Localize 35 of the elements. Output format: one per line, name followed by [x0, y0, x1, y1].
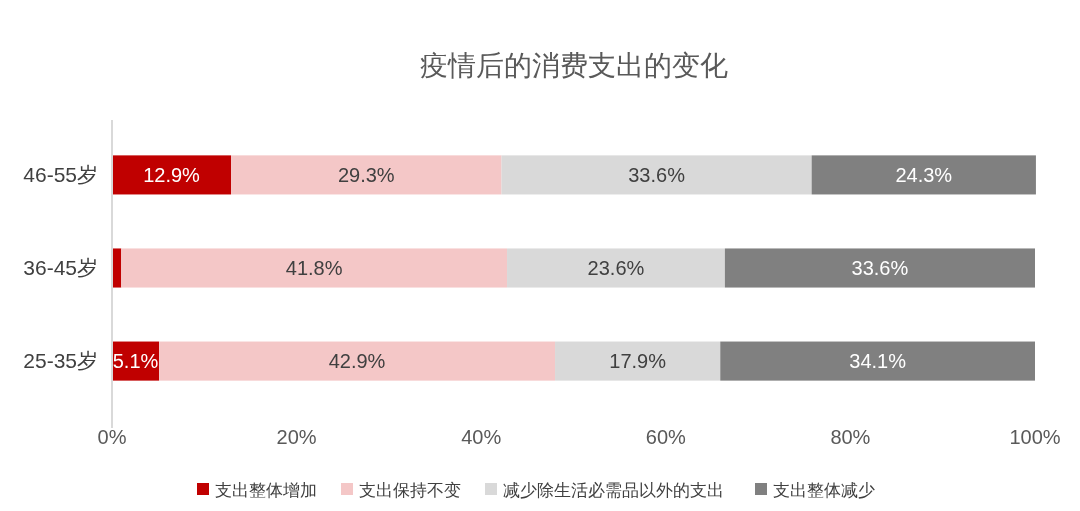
- data-label: 42.9%: [328, 350, 386, 373]
- x-tick-label: 60%: [645, 426, 687, 448]
- legend-label: 减少除生活必需品以外的支出: [503, 480, 724, 500]
- y-tick-label: 36-45岁: [23, 256, 98, 280]
- bar: [112, 155, 232, 195]
- x-tick-label: 100%: [1009, 426, 1061, 448]
- legend-label: 支出保持不变: [359, 480, 461, 500]
- chart-title: 疫情后的消费支出的变化: [419, 50, 728, 81]
- bar: [121, 248, 508, 288]
- bar: [507, 248, 725, 288]
- x-tick-label: 40%: [461, 426, 502, 448]
- bar: [720, 341, 1035, 381]
- data-label: 17.9%: [609, 350, 667, 373]
- y-tick-label: 25-35岁: [23, 349, 98, 373]
- bar: [555, 341, 721, 381]
- data-label: 29.3%: [337, 163, 395, 186]
- x-tick-label: 80%: [830, 426, 871, 448]
- data-label: 34.1%: [849, 350, 907, 373]
- bar: [159, 341, 556, 381]
- data-label: 23.6%: [587, 257, 645, 279]
- x-tick-label: 20%: [276, 426, 317, 448]
- x-tick-label: 0%: [97, 426, 127, 448]
- bar: [231, 155, 502, 195]
- data-label: 33.6%: [628, 163, 686, 186]
- data-label: 33.6%: [851, 257, 909, 279]
- bar: [501, 155, 812, 195]
- data-label: 12.9%: [143, 163, 201, 186]
- bar: [724, 248, 1035, 288]
- data-label: 5.1%: [112, 350, 159, 373]
- data-label: 41.8%: [285, 257, 343, 279]
- legend-label: 支出整体减少: [773, 480, 875, 500]
- legend-label: 支出整体增加: [215, 480, 317, 500]
- y-tick-label: 46-55岁: [23, 163, 98, 187]
- data-label: 24.3%: [895, 163, 953, 186]
- bar: [811, 155, 1036, 195]
